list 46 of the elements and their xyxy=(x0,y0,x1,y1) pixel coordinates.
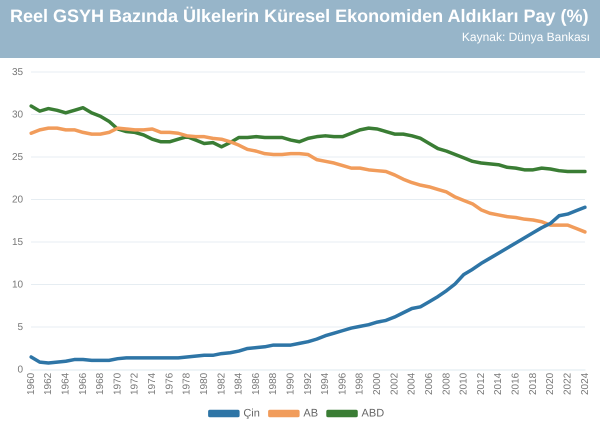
x-tick-label: 1966 xyxy=(78,372,89,396)
legend-label: Çin xyxy=(243,408,260,420)
x-tick-label: 2002 xyxy=(389,372,400,396)
x-tick-label: 2022 xyxy=(562,372,574,396)
x-tick-label: 1968 xyxy=(95,372,106,396)
x-tick-label: 2016 xyxy=(510,372,522,396)
y-tick-label: 30 xyxy=(12,109,24,120)
x-tick-label: 2008 xyxy=(441,372,452,396)
x-tick-label: 1996 xyxy=(337,372,348,396)
x-tick-label: 1998 xyxy=(354,372,366,396)
x-tick-label: 2014 xyxy=(493,372,504,396)
x-tick-label: 1978 xyxy=(182,372,193,396)
y-tick-label: 10 xyxy=(12,279,24,290)
x-tick-label: 1990 xyxy=(286,372,297,396)
y-tick-label: 25 xyxy=(12,152,24,163)
y-tick-label: 35 xyxy=(12,66,24,78)
y-tick-label: 15 xyxy=(12,236,24,248)
x-tick-label: 1980 xyxy=(198,372,210,396)
x-tick-label: 1960 xyxy=(26,372,37,396)
x-tick-label: 1988 xyxy=(268,372,280,396)
x-tick-label: 2018 xyxy=(528,372,539,396)
x-tick-label: 1964 xyxy=(60,372,72,396)
x-tick-label: 2024 xyxy=(580,372,591,396)
x-tick-label: 2020 xyxy=(545,372,556,396)
x-tick-label: 1976 xyxy=(164,372,176,396)
x-tick-label: 2006 xyxy=(424,372,435,396)
x-tick-label: 2000 xyxy=(372,372,384,396)
x-tick-label: 1986 xyxy=(250,372,262,396)
x-tick-label: 1994 xyxy=(320,372,332,396)
x-tick-label: 2004 xyxy=(406,372,418,396)
x-tick-label: 1984 xyxy=(234,372,245,396)
y-tick-label: 5 xyxy=(18,322,24,333)
legend-label: AB xyxy=(303,408,318,420)
x-tick-label: 1972 xyxy=(130,372,141,396)
chart-title: Reel GSYH Bazında Ülkelerin Küresel Ekonomiden Aldıkları Pay (%) xyxy=(10,5,590,27)
legend-label: ABD xyxy=(362,408,384,420)
x-tick-label: 1982 xyxy=(216,372,228,396)
y-tick-label: 0 xyxy=(18,364,24,376)
x-tick-label: 1962 xyxy=(43,372,54,396)
y-tick-label: 20 xyxy=(12,194,24,206)
x-tick-label: 1992 xyxy=(302,372,314,396)
x-tick-label: 2012 xyxy=(476,372,487,396)
x-tick-label: 2010 xyxy=(458,372,470,396)
chart-subtitle: Kaynak: Dünya Bankası xyxy=(460,30,590,44)
x-tick-label: 1974 xyxy=(147,372,158,396)
x-tick-label: 1970 xyxy=(112,372,124,396)
